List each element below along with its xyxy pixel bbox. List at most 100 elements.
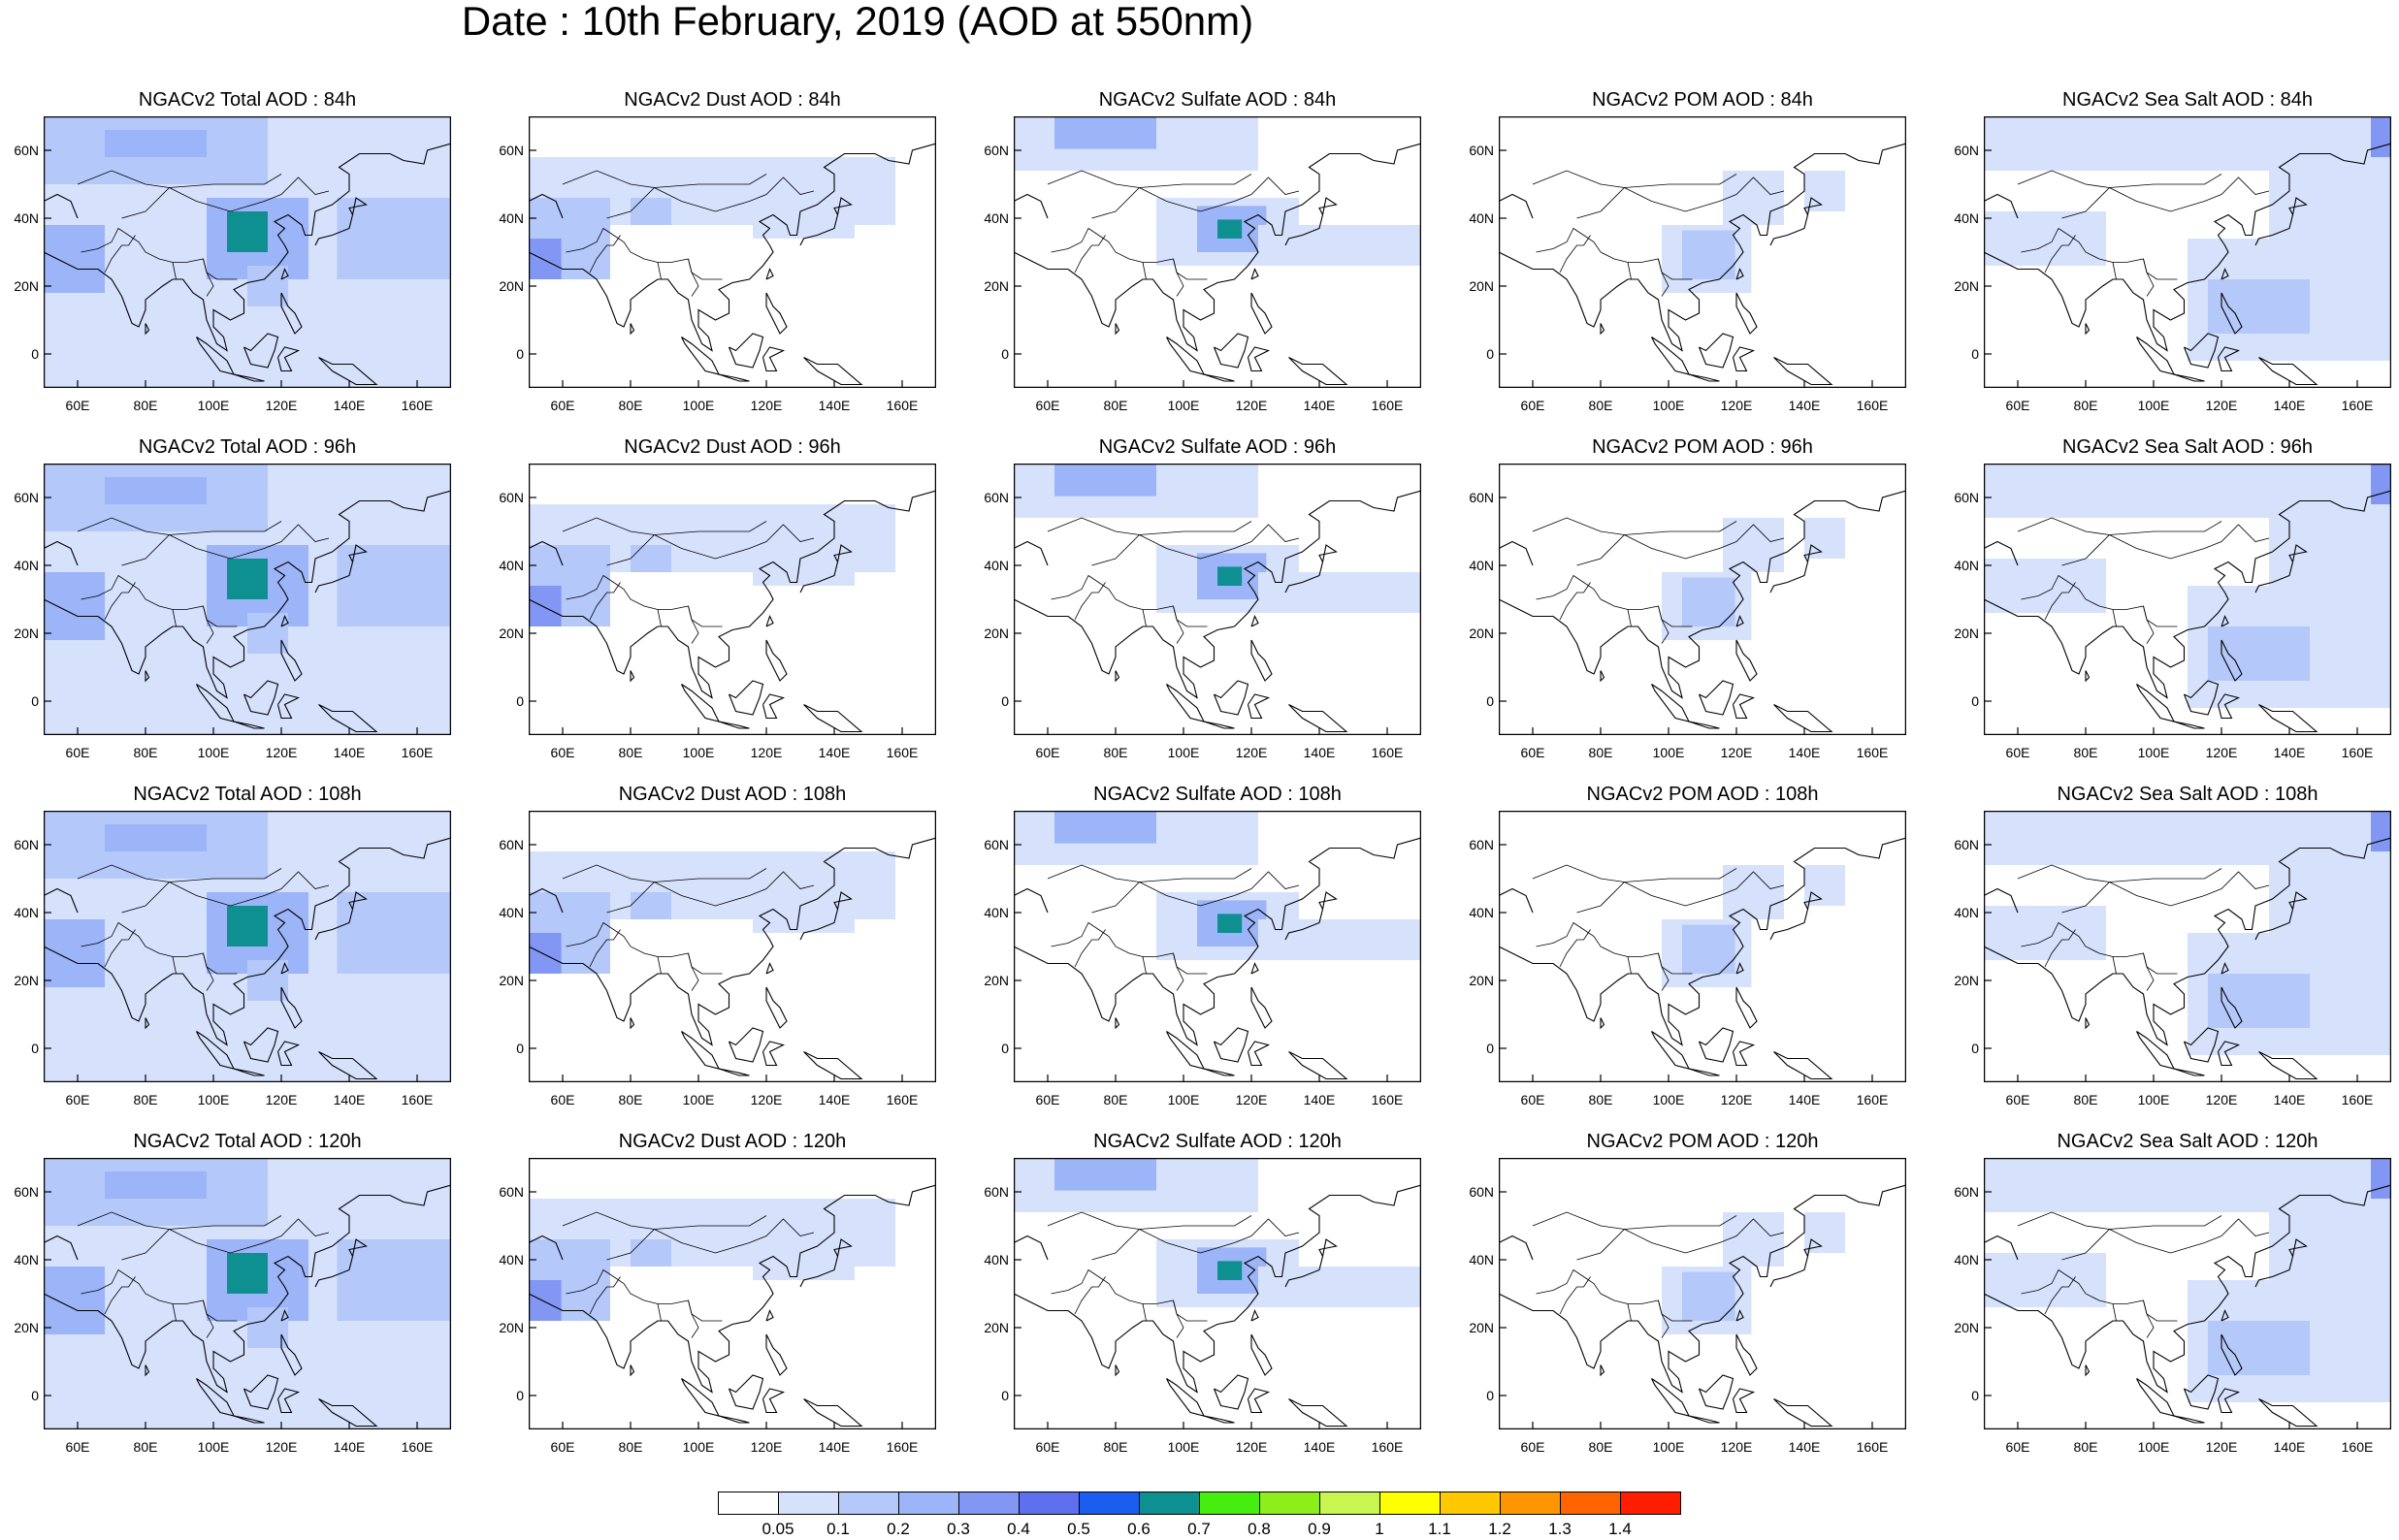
y-tick-label: 0 [1486,693,1494,709]
country-border [1047,864,1252,882]
y-tick-label: 40N [1954,905,1979,920]
coastline [243,333,279,369]
coastline [1499,490,1906,699]
aod-field-cell [105,1171,207,1199]
country-border [1051,921,1208,975]
country-border [1658,952,1670,991]
map-plot [1014,811,1421,1082]
y-tick-label: 20N [499,973,524,988]
coastline [1014,837,1421,1046]
coastline [1203,373,1235,382]
coastline [762,1388,786,1414]
country-border [1536,921,1693,975]
x-tick-label: 140E [1788,398,1821,413]
coastline [233,373,265,382]
country-border [203,258,214,297]
coastline [1014,143,1421,352]
panel-title: NGACv2 Sea Salt AOD : 120h [2057,1131,2318,1152]
x-tick-label: 160E [2341,398,2374,413]
x-tick-label: 60E [1035,1439,1060,1455]
x-tick-label: 160E [886,1092,919,1107]
coastline [2183,1027,2220,1063]
y-tick-label: 0 [1971,346,1979,362]
coastline [2254,891,2308,941]
y-tick-label: 0 [516,346,524,362]
x-tick-label: 60E [550,745,575,760]
x-tick-label: 100E [197,1092,230,1107]
y-tick-label: 40N [984,1252,1009,1267]
coastline [44,1184,451,1394]
country-border [1091,176,1300,219]
y-tick-label: 40N [1954,558,1979,573]
coastline [1651,1378,1691,1417]
aod-field-cell [1984,1253,2106,1307]
coastline [2085,323,2091,336]
x-tick-label: 60E [2005,745,2030,760]
coastline [2221,615,2229,627]
y-tick-label: 60N [14,1184,39,1200]
country-border [1091,871,1300,914]
map-canvas [44,1158,451,1429]
map-plot [44,464,451,735]
coastline [1284,544,1338,594]
map-canvas [1014,811,1421,1082]
coastline [1984,837,2391,1046]
coastline [2221,1333,2243,1376]
map-canvas [1984,464,2391,735]
map-canvas [1984,811,2391,1082]
coastline [276,1388,301,1414]
map-plot [1014,1158,1421,1429]
y-tick-label: 0 [1971,693,1979,709]
aod-field-cell [631,892,671,919]
coastline [762,346,786,372]
coastline [1769,544,1823,594]
coastline [1213,1374,1249,1410]
coastline [1732,346,1756,372]
coastline [44,837,451,1046]
coastline [529,540,564,566]
x-tick-label: 100E [2137,398,2170,413]
country-border [657,609,662,627]
x-tick-label: 100E [1652,398,1685,413]
y-tick-label: 40N [499,210,524,226]
country-border [2017,517,2222,535]
country-border [1576,176,1785,219]
map-panel: NGACv2 Sulfate AOD : 108h 60N 40N 20N 0 60E 80… [970,782,1421,1139]
x-tick-label: 100E [1167,398,1200,413]
country-border [1559,582,1591,621]
country-border [566,921,723,975]
x-tick-label: 100E [682,398,715,413]
coastline [799,544,853,594]
coastline [1735,1333,1758,1376]
country-border [104,1276,136,1315]
coastline [765,639,788,682]
y-tick-label: 60N [984,1184,1009,1200]
coastline [630,1017,635,1030]
coastline [2217,1388,2241,1414]
coastline [681,684,721,722]
coastline [1769,197,1823,246]
aod-field-cell [1723,1212,1784,1267]
x-tick-label: 80E [133,1092,158,1107]
map-panel: NGACv2 Dust AOD : 120h 60N 40N 20N 0 60E 80E 10… [485,1129,936,1486]
country-border [81,1268,238,1322]
coastline [1284,891,1338,941]
panel-title: NGACv2 Total AOD : 120h [133,1131,362,1152]
coastline [1984,490,2391,699]
country-border [1532,1211,1737,1230]
coastline [2258,704,2318,733]
coastline [762,1041,786,1067]
coastline [803,1398,863,1428]
map-plot [44,1158,451,1429]
country-border [1173,952,1184,991]
coastline [314,544,368,594]
country-border [81,921,238,975]
x-tick-label: 80E [1588,1439,1613,1455]
x-tick-label: 80E [133,1439,158,1455]
y-tick-label: 20N [984,278,1009,294]
coastline [1773,1398,1833,1428]
coastline [2085,1364,2091,1377]
x-tick-label: 140E [818,1439,851,1455]
aod-field-cell [529,1280,562,1321]
coastline [1732,1388,1756,1414]
